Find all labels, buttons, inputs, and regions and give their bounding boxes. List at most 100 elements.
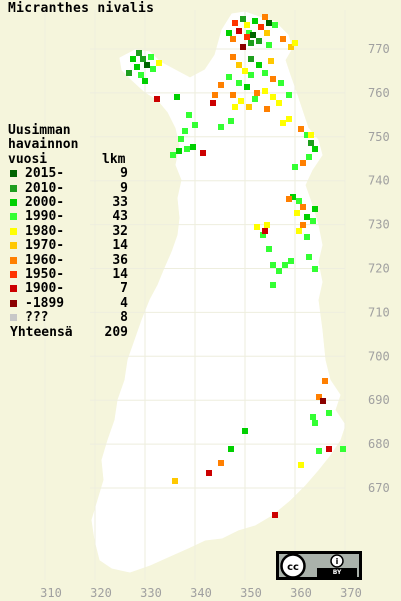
x-tick-label: 320 — [90, 586, 112, 600]
observation-square — [248, 56, 254, 62]
observation-square — [240, 16, 246, 22]
x-tick-label: 340 — [190, 586, 212, 600]
x-tick-label: 370 — [340, 586, 362, 600]
legend-rows: 2015- 9 2010- 9 2000- 33 1990- 43 1980- 32 1970- 14… — [8, 166, 128, 326]
observation-square — [256, 62, 262, 68]
legend-swatch — [10, 227, 17, 235]
observation-square — [230, 36, 236, 42]
x-tick-label: 350 — [240, 586, 262, 600]
cc-text: cc — [287, 562, 299, 573]
observation-square — [240, 44, 246, 50]
observation-square — [260, 232, 266, 238]
observation-square — [232, 104, 238, 110]
legend: Uusimman havainnon vuosi lkm 2015- 9 2010-… — [8, 123, 128, 340]
observation-square — [270, 94, 276, 100]
y-tick-label: 710 — [368, 305, 390, 319]
observation-square — [298, 462, 304, 468]
x-tick-label: 360 — [290, 586, 312, 600]
legend-item: 1960- 36 — [8, 252, 128, 268]
observation-square — [254, 90, 260, 96]
observation-square — [230, 54, 236, 60]
y-axis: 770 760 750 740 730 720 710 700 690 680 670 — [368, 42, 390, 495]
observation-square — [296, 228, 302, 234]
observation-square — [300, 160, 306, 166]
observation-square — [286, 196, 292, 202]
observation-square — [276, 268, 282, 274]
legend-label: ??? — [25, 310, 49, 326]
observation-square — [142, 78, 148, 84]
legend-item: ??? 8 — [8, 310, 128, 326]
observation-square — [304, 234, 310, 240]
observation-square — [292, 164, 298, 170]
observation-square — [126, 70, 132, 76]
observation-square — [262, 88, 268, 94]
legend-item: 1990- 43 — [8, 209, 128, 225]
observation-square — [242, 68, 248, 74]
observation-square — [218, 124, 224, 130]
y-tick-label: 760 — [368, 86, 390, 100]
observation-square — [270, 76, 276, 82]
observation-square — [258, 24, 264, 30]
observation-square — [264, 222, 270, 228]
legend-header-line1: Uusimman — [8, 123, 71, 138]
by-label: BY — [317, 568, 357, 577]
observation-square — [170, 152, 176, 158]
observation-square — [230, 92, 236, 98]
attribution-icon — [330, 554, 344, 568]
legend-count: 14 — [112, 266, 128, 282]
legend-count: 43 — [112, 209, 128, 225]
legend-count: 14 — [112, 238, 128, 254]
observation-square — [148, 54, 154, 60]
legend-total-count: 209 — [104, 324, 128, 340]
observation-square — [242, 428, 248, 434]
observation-square — [172, 478, 178, 484]
observation-square — [244, 22, 250, 28]
legend-item: 1900- 7 — [8, 281, 128, 297]
finland-land — [91, 11, 346, 573]
observation-square — [228, 118, 234, 124]
observation-square — [150, 66, 156, 72]
legend-label: 1990- — [25, 209, 65, 225]
observation-dots — [126, 14, 346, 518]
observation-square — [236, 80, 242, 86]
observation-square — [246, 104, 252, 110]
legend-swatch — [10, 299, 17, 307]
observation-square — [244, 84, 250, 90]
observation-square — [280, 36, 286, 42]
observation-square — [312, 206, 318, 212]
legend-count: 7 — [120, 281, 128, 297]
observation-square — [262, 228, 268, 234]
observation-square — [304, 214, 310, 220]
observation-square — [130, 56, 136, 62]
observation-square — [210, 100, 216, 106]
legend-header-year: vuosi — [8, 151, 48, 167]
observation-square — [178, 136, 184, 142]
y-tick-label: 750 — [368, 130, 390, 144]
cc-license-badge[interactable]: cc i BY — [276, 551, 362, 580]
observation-square — [154, 96, 160, 102]
observation-square — [252, 96, 258, 102]
observation-square — [264, 106, 270, 112]
legend-label: 2000- — [25, 194, 65, 210]
observation-square — [308, 132, 314, 138]
observation-square — [246, 30, 252, 36]
legend-count: 36 — [112, 252, 128, 268]
observation-square — [232, 20, 238, 26]
legend-count: 32 — [112, 223, 128, 239]
observation-square — [248, 72, 254, 78]
observation-square — [268, 58, 274, 64]
observation-square — [304, 132, 310, 138]
observation-square — [266, 42, 272, 48]
observation-square — [176, 148, 182, 154]
legend-item: 1950- 14 — [8, 266, 128, 282]
observation-square — [316, 448, 322, 454]
legend-label: 1950- — [25, 266, 65, 282]
observation-square — [250, 32, 256, 38]
map-grid — [44, 10, 346, 580]
observation-square — [262, 70, 268, 76]
x-tick-label: 310 — [40, 586, 62, 600]
observation-square — [190, 144, 196, 150]
observation-square — [322, 378, 328, 384]
legend-label: 1900- — [25, 281, 65, 297]
